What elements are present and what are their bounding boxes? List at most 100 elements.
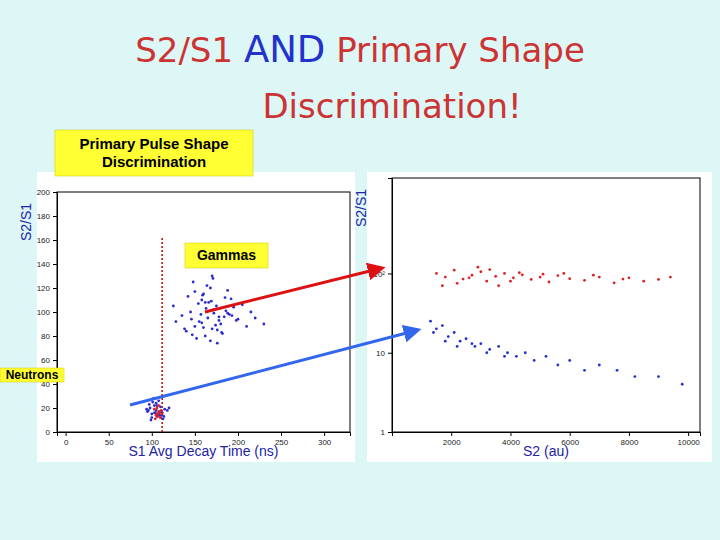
point [542, 273, 545, 276]
point [181, 314, 184, 317]
point [613, 282, 616, 285]
axis-line [393, 433, 701, 437]
point [515, 355, 518, 358]
title-part: AND [244, 28, 325, 71]
point [215, 305, 218, 308]
point [462, 278, 465, 281]
tick: 10 [376, 349, 392, 358]
point [183, 327, 186, 330]
point [435, 327, 438, 330]
point [200, 313, 203, 316]
point [150, 416, 153, 419]
tick-label: 4000 [502, 438, 520, 447]
point [155, 402, 158, 405]
point [471, 274, 474, 277]
point [453, 331, 456, 334]
point [220, 331, 223, 334]
tick-mark [388, 353, 392, 354]
arrow [205, 268, 382, 312]
label-box: Neutrons [0, 368, 64, 382]
point [204, 335, 207, 338]
tick-mark [451, 432, 452, 436]
point [159, 416, 162, 419]
tick-mark [53, 192, 57, 193]
point [216, 329, 219, 332]
point [157, 399, 160, 402]
label-box: Gammas [185, 243, 268, 268]
tick-label: 1 [381, 428, 386, 437]
tick: 1 [381, 428, 392, 437]
point [435, 272, 438, 275]
point [153, 404, 156, 407]
point [494, 275, 497, 278]
point [223, 315, 226, 318]
label-text: Primary Pulse Shape [79, 135, 228, 152]
point [562, 272, 565, 275]
point [190, 318, 193, 321]
label-text: Neutrons [6, 368, 59, 382]
tick-label: 140 [37, 260, 51, 269]
series [153, 404, 164, 420]
tick-mark [324, 432, 325, 436]
tick: 180 [37, 212, 57, 221]
point [210, 300, 213, 303]
plot-frame [392, 178, 700, 432]
point [459, 340, 462, 343]
point [151, 401, 154, 404]
point [197, 302, 200, 305]
tick: 300 [318, 432, 332, 447]
point [474, 345, 477, 348]
tick-label: 20 [41, 404, 50, 413]
x-axis-title: S2 (au) [523, 443, 569, 459]
tick: 60 [41, 356, 57, 365]
point [556, 274, 559, 277]
tick-mark [53, 240, 57, 241]
point [231, 314, 234, 317]
point [512, 276, 515, 279]
point [216, 342, 219, 345]
point [226, 312, 229, 315]
tick-mark [53, 432, 57, 433]
tick-label: 200 [37, 188, 51, 197]
marks [429, 266, 684, 386]
point [506, 351, 509, 354]
point [429, 320, 432, 323]
point [204, 301, 207, 304]
tick-mark [688, 432, 689, 436]
point [198, 320, 201, 323]
tick: 140 [37, 260, 57, 269]
series [429, 320, 684, 386]
tick: 200 [37, 188, 57, 197]
point [195, 337, 198, 340]
point [548, 281, 551, 284]
tick: 50 [105, 432, 114, 447]
point [206, 284, 209, 287]
point [476, 266, 479, 269]
point [230, 297, 233, 300]
tick-mark [152, 432, 153, 436]
point [533, 359, 536, 362]
tick-label: 10 [376, 349, 385, 358]
point [524, 351, 527, 354]
point [201, 294, 204, 297]
tick-label: 120 [37, 284, 51, 293]
tick-mark [53, 408, 57, 409]
point [218, 319, 221, 322]
tick-mark [53, 336, 57, 337]
tick: 100 [37, 308, 57, 317]
x-axis-title: S1 Avg Decay Time (ns) [129, 443, 279, 459]
point [207, 301, 210, 304]
point [185, 330, 188, 333]
tick-label: 0 [64, 438, 69, 447]
tick-mark [238, 432, 239, 436]
point [205, 307, 208, 310]
point [441, 324, 444, 327]
label-box: Primary Pulse ShapeDiscrimination [55, 130, 253, 176]
point [479, 270, 482, 273]
point [156, 413, 159, 416]
point [193, 325, 196, 328]
point [161, 413, 164, 416]
point [219, 323, 222, 326]
tick-mark [66, 432, 67, 436]
tick: 20 [41, 404, 57, 413]
